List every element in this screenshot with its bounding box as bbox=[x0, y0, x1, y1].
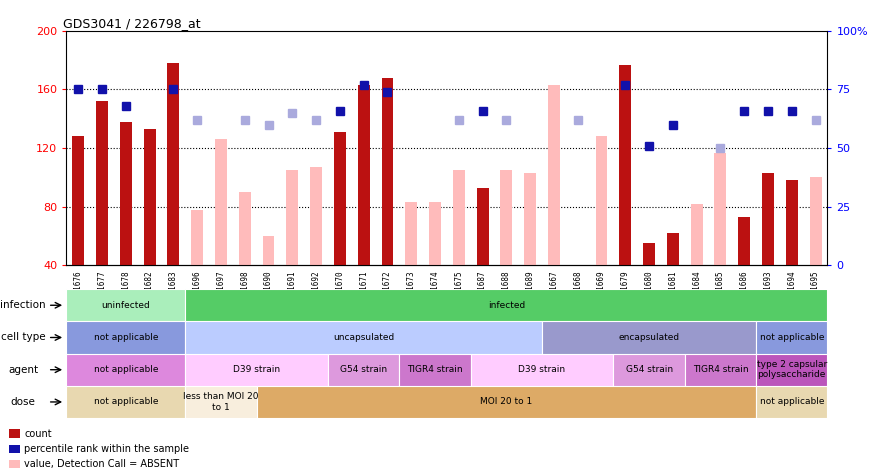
Text: uninfected: uninfected bbox=[102, 301, 150, 310]
Bar bbox=[620, 64, 631, 265]
Bar bbox=[405, 202, 417, 265]
Bar bbox=[714, 177, 727, 265]
Bar bbox=[239, 192, 250, 265]
Bar bbox=[185, 386, 257, 418]
Bar bbox=[548, 85, 560, 265]
Bar bbox=[524, 173, 536, 265]
Bar bbox=[310, 167, 322, 265]
Text: G54 strain: G54 strain bbox=[626, 365, 673, 374]
Text: agent: agent bbox=[8, 365, 38, 375]
Text: dose: dose bbox=[11, 397, 35, 407]
Bar bbox=[9, 460, 20, 468]
Bar bbox=[263, 236, 274, 265]
Bar bbox=[66, 386, 185, 418]
Text: GDS3041 / 226798_at: GDS3041 / 226798_at bbox=[63, 17, 200, 30]
Text: TIGR4 strain: TIGR4 strain bbox=[693, 365, 748, 374]
Bar bbox=[690, 204, 703, 265]
Bar bbox=[334, 132, 346, 265]
Bar bbox=[762, 173, 774, 265]
Text: G54 strain: G54 strain bbox=[340, 365, 388, 374]
Bar bbox=[756, 321, 827, 354]
Bar bbox=[358, 85, 370, 265]
Bar bbox=[257, 386, 756, 418]
Bar bbox=[477, 188, 489, 265]
Text: not applicable: not applicable bbox=[94, 398, 158, 406]
Text: type 2 capsular
polysaccharide: type 2 capsular polysaccharide bbox=[757, 360, 827, 379]
Bar bbox=[287, 170, 298, 265]
Text: value, Detection Call = ABSENT: value, Detection Call = ABSENT bbox=[25, 459, 180, 469]
Bar bbox=[191, 210, 204, 265]
Bar bbox=[643, 244, 655, 265]
Text: TIGR4 strain: TIGR4 strain bbox=[407, 365, 463, 374]
Bar bbox=[667, 233, 679, 265]
Bar bbox=[786, 181, 797, 265]
Bar bbox=[453, 170, 465, 265]
Bar bbox=[738, 217, 750, 265]
Bar bbox=[471, 354, 613, 386]
Text: D39 strain: D39 strain bbox=[519, 365, 566, 374]
Bar bbox=[381, 78, 394, 265]
Bar bbox=[500, 170, 512, 265]
Bar bbox=[66, 321, 185, 354]
Text: not applicable: not applicable bbox=[94, 333, 158, 342]
Text: infected: infected bbox=[488, 301, 525, 310]
Bar bbox=[613, 354, 685, 386]
Bar bbox=[185, 354, 328, 386]
Text: less than MOI 20
to 1: less than MOI 20 to 1 bbox=[183, 392, 258, 411]
Bar bbox=[96, 101, 108, 265]
Bar bbox=[9, 429, 20, 438]
Text: cell type: cell type bbox=[1, 332, 45, 343]
Bar bbox=[167, 63, 180, 265]
Bar bbox=[685, 354, 756, 386]
Text: not applicable: not applicable bbox=[759, 398, 824, 406]
Bar bbox=[756, 354, 827, 386]
Bar bbox=[66, 289, 185, 321]
Bar bbox=[185, 321, 542, 354]
Bar bbox=[328, 354, 399, 386]
Text: infection: infection bbox=[0, 300, 46, 310]
Bar bbox=[756, 386, 827, 418]
Bar bbox=[215, 139, 227, 265]
Bar bbox=[9, 445, 20, 453]
Text: encapsulated: encapsulated bbox=[619, 333, 680, 342]
Bar bbox=[66, 354, 185, 386]
Text: MOI 20 to 1: MOI 20 to 1 bbox=[481, 398, 533, 406]
Text: uncapsulated: uncapsulated bbox=[333, 333, 395, 342]
Text: D39 strain: D39 strain bbox=[233, 365, 281, 374]
Bar bbox=[596, 137, 607, 265]
Bar bbox=[73, 137, 84, 265]
Bar bbox=[429, 202, 441, 265]
Bar bbox=[143, 129, 156, 265]
Bar bbox=[119, 122, 132, 265]
Text: percentile rank within the sample: percentile rank within the sample bbox=[25, 444, 189, 454]
Bar bbox=[542, 321, 756, 354]
Bar bbox=[810, 177, 821, 265]
Bar bbox=[399, 354, 471, 386]
Text: count: count bbox=[25, 428, 52, 439]
Bar bbox=[185, 289, 827, 321]
Text: not applicable: not applicable bbox=[759, 333, 824, 342]
Bar bbox=[714, 153, 727, 265]
Text: not applicable: not applicable bbox=[94, 365, 158, 374]
